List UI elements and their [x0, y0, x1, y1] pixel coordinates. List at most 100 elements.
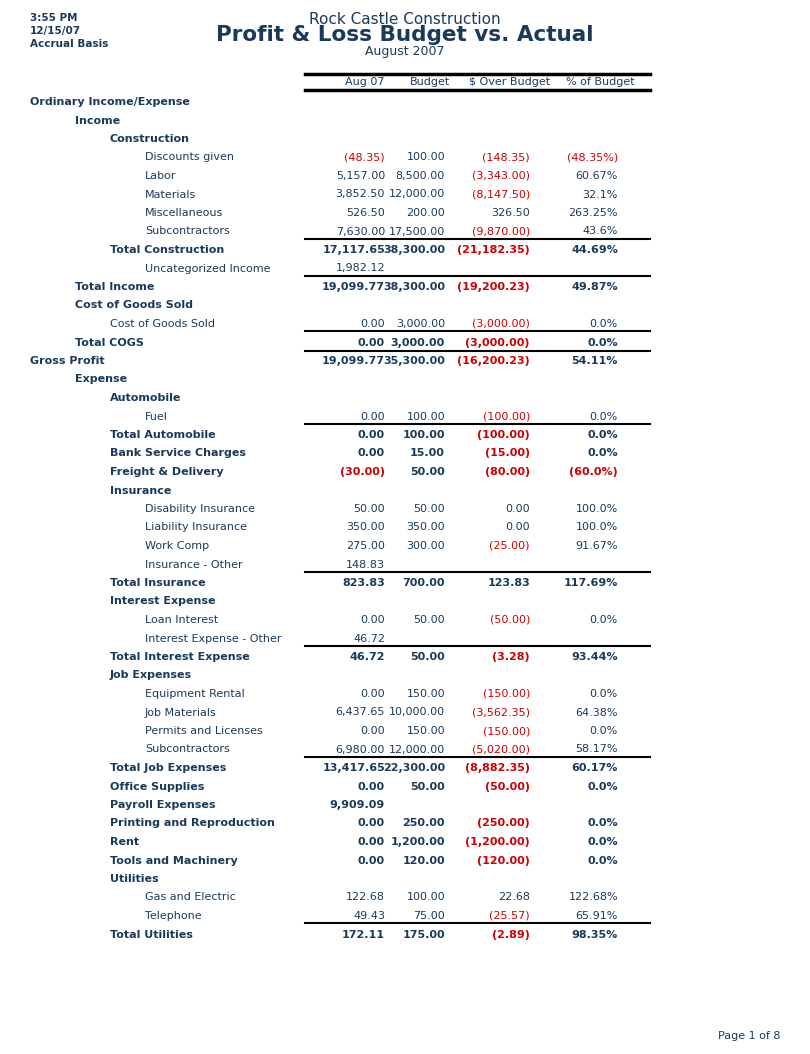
- Text: 3,000.00: 3,000.00: [390, 337, 445, 348]
- Text: 350.00: 350.00: [347, 523, 385, 532]
- Text: (3.28): (3.28): [492, 652, 530, 662]
- Text: (30.00): (30.00): [340, 467, 385, 477]
- Text: (25.57): (25.57): [489, 911, 530, 921]
- Text: (150.00): (150.00): [483, 726, 530, 736]
- Text: 46.72: 46.72: [353, 633, 385, 644]
- Text: 0.00: 0.00: [360, 689, 385, 699]
- Text: 58.17%: 58.17%: [575, 744, 618, 755]
- Text: 123.83: 123.83: [488, 578, 530, 588]
- Text: 13,417.65: 13,417.65: [322, 763, 385, 773]
- Text: 250.00: 250.00: [403, 819, 445, 828]
- Text: (100.00): (100.00): [483, 411, 530, 422]
- Text: Equipment Rental: Equipment Rental: [145, 689, 245, 699]
- Text: 0.00: 0.00: [358, 430, 385, 440]
- Text: 700.00: 700.00: [403, 578, 445, 588]
- Text: 12,000.00: 12,000.00: [389, 744, 445, 755]
- Text: Telephone: Telephone: [145, 911, 202, 921]
- Text: 3,000.00: 3,000.00: [396, 319, 445, 329]
- Text: 200.00: 200.00: [407, 208, 445, 218]
- Text: Total Interest Expense: Total Interest Expense: [110, 652, 249, 662]
- Text: 44.69%: 44.69%: [571, 245, 618, 255]
- Text: 17,500.00: 17,500.00: [389, 227, 445, 236]
- Text: 22.68: 22.68: [498, 893, 530, 902]
- Text: Cost of Goods Sold: Cost of Goods Sold: [110, 319, 215, 329]
- Text: (5,020.00): (5,020.00): [472, 744, 530, 755]
- Text: Fuel: Fuel: [145, 411, 168, 422]
- Text: 7,630.00: 7,630.00: [336, 227, 385, 236]
- Text: Discounts given: Discounts given: [145, 153, 234, 162]
- Text: Subcontractors: Subcontractors: [145, 744, 230, 755]
- Text: (120.00): (120.00): [477, 856, 530, 865]
- Text: Printing and Reproduction: Printing and Reproduction: [110, 819, 275, 828]
- Text: Construction: Construction: [110, 134, 190, 144]
- Text: 263.25%: 263.25%: [569, 208, 618, 218]
- Text: (9,870.00): (9,870.00): [471, 227, 530, 236]
- Text: Cost of Goods Sold: Cost of Goods Sold: [75, 300, 193, 311]
- Text: Interest Expense: Interest Expense: [110, 597, 215, 606]
- Text: 9,909.09: 9,909.09: [330, 800, 385, 811]
- Text: 50.00: 50.00: [353, 504, 385, 514]
- Text: Insurance - Other: Insurance - Other: [145, 560, 243, 569]
- Text: 1,982.12: 1,982.12: [335, 264, 385, 273]
- Text: Insurance: Insurance: [110, 486, 172, 495]
- Text: 46.72: 46.72: [349, 652, 385, 662]
- Text: Labor: Labor: [145, 171, 177, 181]
- Text: 3:55 PM: 3:55 PM: [30, 13, 78, 23]
- Text: 12,000.00: 12,000.00: [389, 190, 445, 199]
- Text: 8,500.00: 8,500.00: [396, 171, 445, 181]
- Text: Total Job Expenses: Total Job Expenses: [110, 763, 226, 773]
- Text: 0.0%: 0.0%: [590, 726, 618, 736]
- Text: 150.00: 150.00: [407, 689, 445, 699]
- Text: Uncategorized Income: Uncategorized Income: [145, 264, 271, 273]
- Text: 54.11%: 54.11%: [572, 356, 618, 366]
- Text: 75.00: 75.00: [413, 911, 445, 921]
- Text: 22,300.00: 22,300.00: [383, 763, 445, 773]
- Text: Office Supplies: Office Supplies: [110, 781, 204, 792]
- Text: 100.0%: 100.0%: [576, 523, 618, 532]
- Text: 17,117.65: 17,117.65: [322, 245, 385, 255]
- Text: (21,182.35): (21,182.35): [458, 245, 530, 255]
- Text: Subcontractors: Subcontractors: [145, 227, 230, 236]
- Text: 60.17%: 60.17%: [572, 763, 618, 773]
- Text: Rock Castle Construction: Rock Castle Construction: [309, 12, 501, 26]
- Text: (48.35): (48.35): [344, 153, 385, 162]
- Text: Loan Interest: Loan Interest: [145, 614, 218, 625]
- Text: 326.50: 326.50: [491, 208, 530, 218]
- Text: Tools and Machinery: Tools and Machinery: [110, 856, 238, 865]
- Text: 50.00: 50.00: [410, 467, 445, 477]
- Text: 0.00: 0.00: [505, 523, 530, 532]
- Text: 823.83: 823.83: [343, 578, 385, 588]
- Text: (3,562.35): (3,562.35): [472, 707, 530, 718]
- Text: Total Automobile: Total Automobile: [110, 430, 215, 440]
- Text: (50.00): (50.00): [485, 781, 530, 792]
- Text: Total Utilities: Total Utilities: [110, 930, 193, 939]
- Text: Materials: Materials: [145, 190, 196, 199]
- Text: 0.0%: 0.0%: [587, 819, 618, 828]
- Text: (150.00): (150.00): [483, 689, 530, 699]
- Text: 35,300.00: 35,300.00: [383, 356, 445, 366]
- Text: (15.00): (15.00): [485, 449, 530, 458]
- Text: (148.35): (148.35): [483, 153, 530, 162]
- Text: Aug 07: Aug 07: [345, 77, 385, 87]
- Text: 0.0%: 0.0%: [590, 319, 618, 329]
- Text: 91.67%: 91.67%: [575, 541, 618, 551]
- Text: (8,882.35): (8,882.35): [465, 763, 530, 773]
- Text: 12/15/07: 12/15/07: [30, 26, 81, 36]
- Text: 0.00: 0.00: [505, 504, 530, 514]
- Text: Total COGS: Total COGS: [75, 337, 144, 348]
- Text: (3,000.00): (3,000.00): [466, 337, 530, 348]
- Text: 60.67%: 60.67%: [576, 171, 618, 181]
- Text: (2.89): (2.89): [492, 930, 530, 939]
- Text: 100.0%: 100.0%: [576, 504, 618, 514]
- Text: Job Expenses: Job Expenses: [110, 670, 192, 681]
- Text: 120.00: 120.00: [403, 856, 445, 865]
- Text: 100.00: 100.00: [407, 893, 445, 902]
- Text: 1,200.00: 1,200.00: [390, 837, 445, 847]
- Text: Automobile: Automobile: [110, 393, 181, 403]
- Text: 300.00: 300.00: [407, 541, 445, 551]
- Text: Liability Insurance: Liability Insurance: [145, 523, 247, 532]
- Text: 172.11: 172.11: [342, 930, 385, 939]
- Text: (60.0%): (60.0%): [569, 467, 618, 477]
- Text: Interest Expense - Other: Interest Expense - Other: [145, 633, 282, 644]
- Text: $ Over Budget: $ Over Budget: [470, 77, 551, 87]
